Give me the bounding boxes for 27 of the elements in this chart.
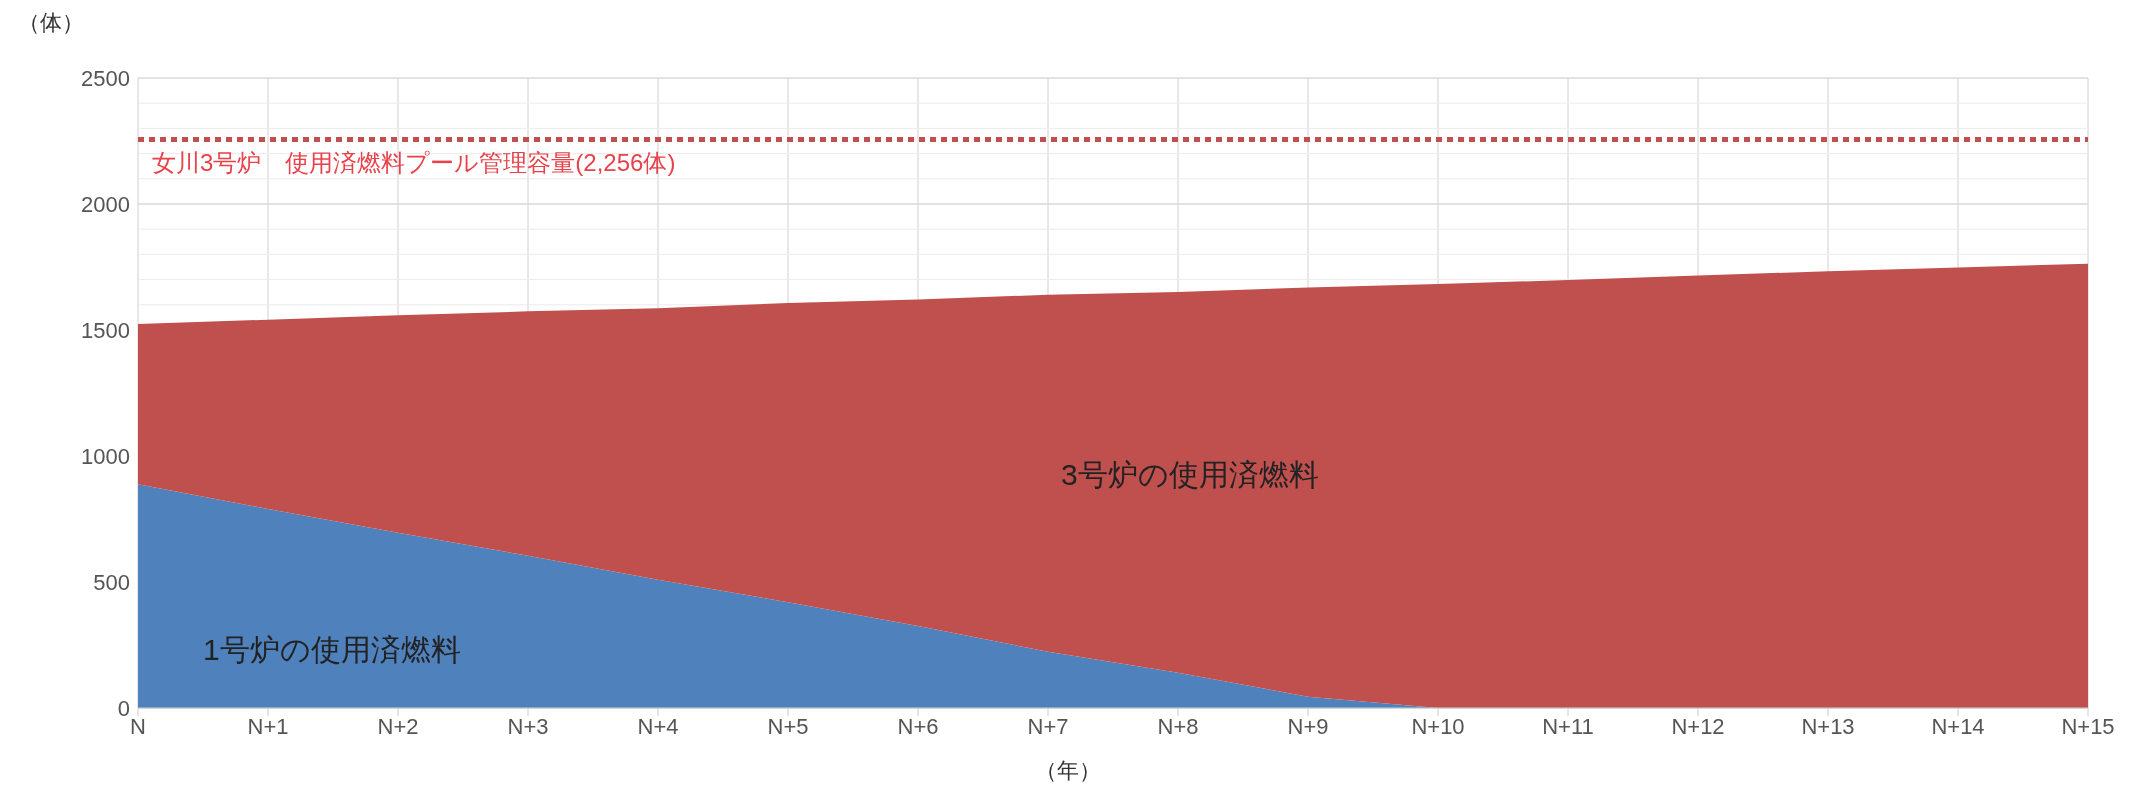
x-tick-label: N+15 (2061, 713, 2115, 739)
x-tick-label: N+14 (1931, 713, 1985, 739)
y-tick-label: 1500 (81, 317, 130, 343)
x-tick-label: N+2 (377, 713, 419, 739)
x-tick-label: N+13 (1801, 713, 1855, 739)
y-tick-label: 2000 (81, 191, 130, 217)
x-tick-label: N+9 (1287, 713, 1329, 739)
series-label: 1号炉の使用済燃料 (203, 632, 461, 669)
series-label: 3号炉の使用済燃料 (1061, 457, 1319, 494)
x-tick-label: N+11 (1542, 713, 1594, 739)
x-tick-label: N+6 (897, 713, 939, 739)
y-tick-label: 0 (117, 695, 130, 721)
y-tick-label: 2500 (81, 65, 130, 91)
y-axis-title: （体） (18, 9, 84, 37)
x-axis-title: （年） (1034, 757, 1102, 785)
ref-line-label: 女川3号炉 使用済燃料プール管理容量(2,256体) (152, 148, 676, 176)
x-tick-label: N+4 (637, 713, 679, 739)
x-tick-label: N+8 (1157, 713, 1199, 739)
y-tick-label: 1000 (81, 443, 130, 469)
y-tick-label: 500 (93, 569, 130, 595)
x-tick-label: N+12 (1671, 713, 1725, 739)
x-tick-label: N+10 (1411, 713, 1465, 739)
x-tick-label: N+3 (507, 713, 549, 739)
x-tick-label: N (130, 713, 146, 739)
x-tick-label: N+5 (767, 713, 809, 739)
x-tick-label: N+1 (247, 713, 289, 739)
x-tick-label: N+7 (1027, 713, 1069, 739)
